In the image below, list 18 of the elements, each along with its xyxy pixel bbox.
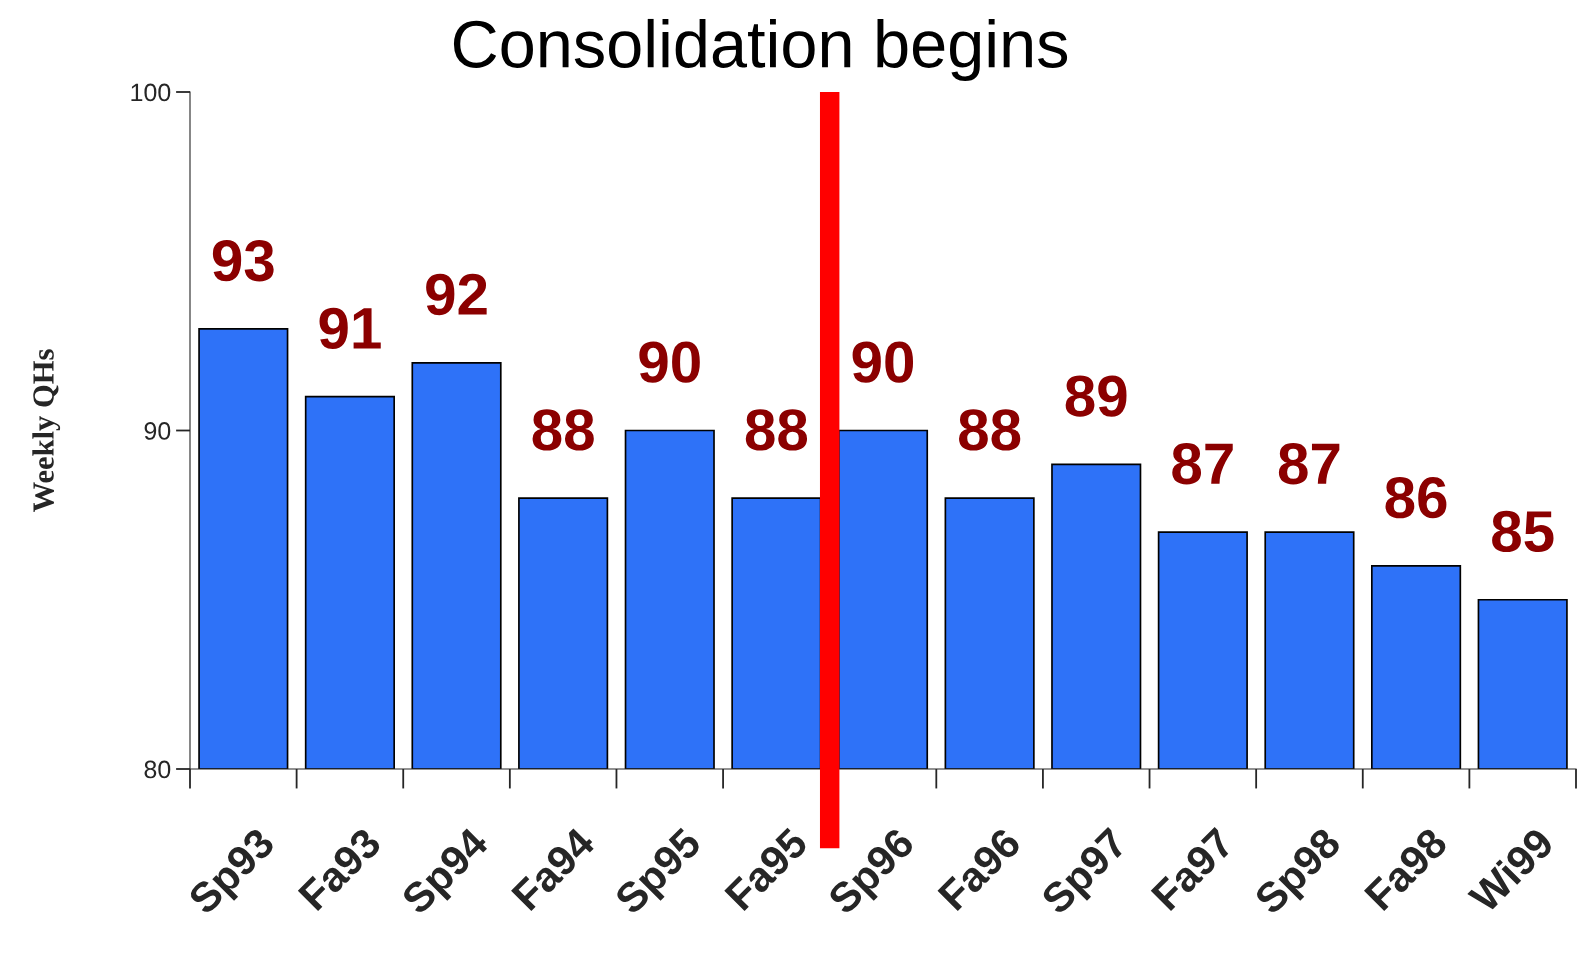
y-tick-label: 100	[131, 83, 171, 102]
data-label: 91	[319, 307, 381, 350]
y-tick-label: 90	[144, 422, 171, 440]
data-label: 88	[959, 409, 1021, 451]
data-label: 92	[426, 273, 487, 316]
y-axis-title: Weekly QHs	[32, 349, 61, 512]
data-label: 90	[852, 341, 914, 383]
data-label: 90	[639, 341, 700, 383]
data-label: 88	[745, 409, 808, 451]
data-label: 85	[1492, 510, 1554, 553]
data-label: 87	[1278, 443, 1340, 485]
data-label: 89	[1065, 375, 1127, 417]
data-label: 93	[212, 240, 274, 282]
chart-title: Consolidation begins	[453, 18, 1068, 82]
data-label: 86	[1385, 476, 1447, 519]
y-tick-label: 80	[144, 760, 171, 779]
data-label: 88	[532, 409, 594, 451]
data-label: 87	[1172, 443, 1233, 485]
